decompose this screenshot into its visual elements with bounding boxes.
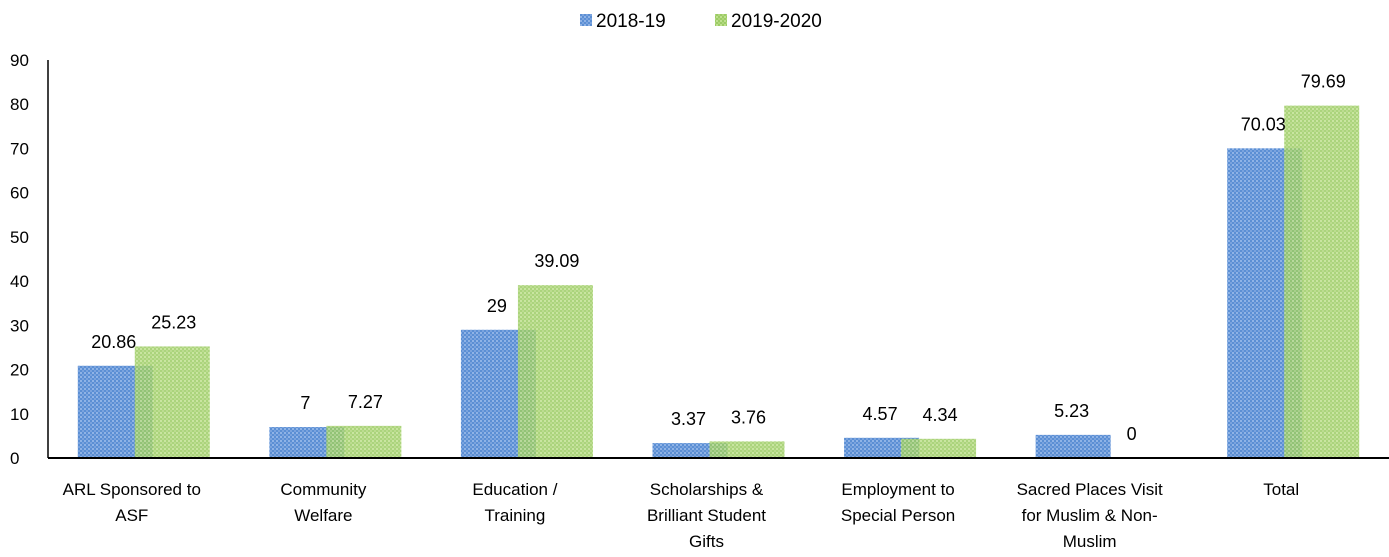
bar (1035, 434, 1111, 458)
x-tick-label: Muslim (1063, 532, 1117, 551)
x-tick-label: for Muslim & Non- (1022, 506, 1158, 525)
y-tick-label: 30 (10, 316, 29, 335)
data-labels: 20.86 25.23 7 7.27 29 39.09 3.37 3.76 4.57 4.34 5.… (91, 72, 1345, 444)
legend-swatch (580, 14, 592, 26)
legend-label: 2019-2020 (731, 11, 822, 32)
data-label: 70.03 (1241, 114, 1286, 134)
x-tick-label: Total (1263, 480, 1299, 499)
y-tick-label: 70 (10, 139, 29, 158)
bar (134, 346, 210, 458)
x-tick-label: Community (280, 480, 366, 499)
y-tick-label: 90 (10, 51, 29, 70)
bar (901, 438, 977, 458)
legend-label: 2018-19 (596, 11, 666, 32)
bar (517, 285, 593, 458)
x-tick-label: Gifts (689, 532, 724, 551)
x-tick-label: Employment to (841, 480, 954, 499)
y-tick-label: 20 (10, 361, 29, 380)
bar (844, 437, 920, 458)
bar (652, 443, 728, 458)
data-label: 25.23 (151, 312, 196, 332)
x-tick-label: Welfare (294, 506, 352, 525)
data-label: 3.37 (671, 409, 706, 429)
y-tick-label: 40 (10, 272, 29, 291)
x-axis: ARL Sponsored to ASF Community Welfare Educa… (48, 457, 1389, 551)
y-tick-label: 80 (10, 95, 29, 114)
data-label: 4.34 (923, 405, 958, 425)
data-label: 0 (1127, 424, 1137, 444)
y-tick-label: 10 (10, 405, 29, 424)
bar (709, 441, 785, 458)
bars (77, 105, 1360, 459)
legend: 2018-19 2019-2020 (580, 11, 822, 32)
bar (326, 425, 402, 458)
data-label: 3.76 (731, 407, 766, 427)
y-tick-label: 50 (10, 228, 29, 247)
x-tick-label: Sacred Places Visit (1017, 480, 1163, 499)
y-axis: 0 10 20 30 40 50 60 70 80 90 (10, 51, 49, 468)
x-tick-label: Training (485, 506, 546, 525)
data-label: 20.86 (91, 332, 136, 352)
x-tick-label: Brilliant Student (647, 506, 766, 525)
data-label: 7.27 (348, 392, 383, 412)
data-label: 39.09 (534, 251, 579, 271)
x-tick-label: Education / (472, 480, 557, 499)
y-tick-label: 0 (10, 449, 19, 468)
data-label: 79.69 (1301, 72, 1346, 92)
y-tick-label: 60 (10, 184, 29, 203)
data-label: 5.23 (1054, 401, 1089, 421)
x-tick-label: Scholarships & (650, 480, 764, 499)
legend-swatch (715, 14, 727, 26)
bar (1284, 105, 1360, 458)
x-tick-label: Special Person (841, 506, 955, 525)
data-label: 7 (300, 393, 310, 413)
x-tick-label: ARL Sponsored to (63, 480, 201, 499)
data-label: 29 (487, 296, 507, 316)
data-label: 4.57 (863, 404, 898, 424)
x-tick-label: ASF (115, 506, 148, 525)
